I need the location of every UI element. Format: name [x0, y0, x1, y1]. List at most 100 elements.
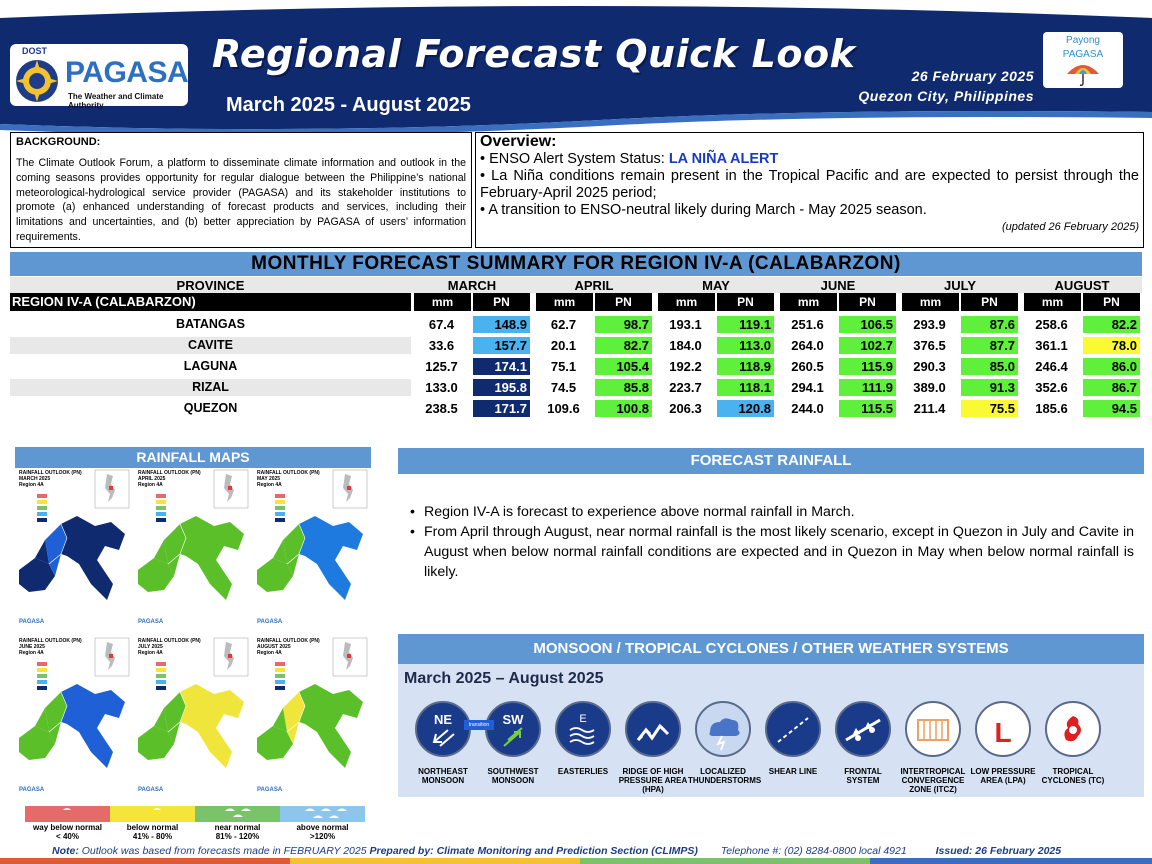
dost-label: DOST [22, 46, 48, 56]
month-header-1: APRIL [574, 278, 614, 293]
rainfall-pn-cell: 118.1 [717, 379, 774, 396]
rainfall-mm-cell: 361.1 [1035, 338, 1068, 353]
rainfall-mm-cell: 125.7 [425, 359, 458, 374]
weather-system-4: LOCALIZED THUNDERSTORMS [688, 700, 761, 785]
pn-header-1: PN [595, 293, 652, 311]
rainfall-pn-cell: 78.0 [1083, 337, 1140, 354]
weather-system-label: SOUTHWEST MONSOON [487, 767, 539, 785]
rainfall-pn-cell: 82.2 [1083, 316, 1140, 333]
pn-header-3: PN [839, 293, 896, 311]
footer-color-bar [0, 858, 1152, 864]
map-title: RAINFALL OUTLOOK (PN) JUNE 2025 Region 4A [19, 638, 82, 656]
map-region: Region 4A [138, 482, 163, 488]
rainfall-mm-cell: 251.6 [791, 317, 824, 332]
mm-header-1: mm [536, 293, 593, 311]
month-header-2: MAY [702, 278, 730, 293]
rainfall-mm-cell: 238.5 [425, 401, 458, 416]
rainfall-pn-cell: 75.5 [961, 400, 1018, 417]
map-month: MAY 2025 [257, 476, 281, 482]
map-region: Region 4A [138, 650, 163, 656]
svg-text:L: L [994, 717, 1011, 748]
map-month: MARCH 2025 [19, 476, 51, 482]
weather-system-0: NE NORTHEAST MONSOON [408, 700, 478, 785]
forecast-period: March 2025 - August 2025 [226, 94, 471, 116]
weather-system-label: LOW PRESSURE AREA (LPA) [970, 767, 1036, 785]
forecast-rainfall-title: FORECAST RAINFALL [398, 448, 1144, 474]
map-title: RAINFALL OUTLOOK (PN) [257, 470, 320, 476]
shear-line-icon [765, 701, 821, 757]
background-text: The Climate Outlook Forum, a platform to… [16, 157, 466, 243]
weather-system-label: NORTHEAST MONSOON [418, 767, 468, 785]
table-month-header-row [10, 277, 1142, 293]
footer-note-label: Note: [52, 845, 79, 857]
issue-info: 26 February 2025 Quezon City, Philippine… [858, 66, 1034, 106]
enso-status-line: • ENSO Alert System Status: LA NIÑA ALER… [480, 151, 779, 167]
transition-arrow: transition [464, 720, 494, 730]
legend-range: 81% - 120% [215, 832, 260, 841]
rainfall-pn-cell: 85.8 [595, 379, 652, 396]
rainfall-mm-cell: 264.0 [791, 338, 824, 353]
weather-system-7: INTERTROPICAL CONVERGENCE ZONE (ITCZ) [898, 700, 968, 794]
footer-note-text: Outlook was based from forecasts made in… [78, 845, 370, 857]
map-region: Region 4A [257, 650, 282, 656]
map-title: RAINFALL OUTLOOK (PN) [19, 470, 82, 476]
legend-label: near normal [214, 823, 261, 832]
calabarzon-map: PAGASA [137, 637, 249, 794]
table-row-shade [10, 379, 411, 396]
pagasa-seal-icon [16, 60, 58, 102]
pagasa-logo: DOST PAGASA The Weather and Climate Auth… [10, 44, 189, 110]
rainfall-pn-cell: 111.9 [839, 379, 896, 396]
rainfall-mm-cell: 33.6 [428, 338, 455, 353]
issue-date: 26 February 2025 [911, 68, 1034, 84]
map-title: RAINFALL OUTLOOK (PN) [138, 638, 201, 644]
map-region: Region 4A [19, 650, 44, 656]
calabarzon-map: PAGASA [18, 469, 130, 626]
calabarzon-map: PAGASA [18, 637, 130, 794]
footer-telephone: Telephone #: (02) 8284-0800 local 4921 [720, 845, 907, 857]
rainfall-mm-cell: 193.1 [669, 317, 702, 332]
rainfall-pn-cell: 87.6 [961, 316, 1018, 333]
overview-line2: La Niña conditions remain present in the… [480, 168, 1139, 201]
payong-line1: Payong [1066, 35, 1100, 46]
map-month: APRIL 2025 [138, 476, 166, 482]
svg-text:PAGASA: PAGASA [257, 787, 283, 793]
province-header: PROVINCE [176, 278, 245, 293]
month-header-5: AUGUST [1054, 278, 1110, 293]
rainfall-mm-cell: 294.1 [791, 380, 824, 395]
weather-systems-title: MONSOON / TROPICAL CYCLONES / OTHER WEAT… [398, 634, 1144, 664]
legend-range: 41% - 80% [132, 832, 173, 841]
issue-location: Quezon City, Philippines [858, 88, 1034, 104]
rainfall-mm-cell: 20.1 [550, 338, 577, 353]
province-name: CAVITE [188, 338, 233, 352]
map-title: RAINFALL OUTLOOK (PN) APRIL 2025 Region 4A [138, 470, 201, 488]
map-title: RAINFALL OUTLOOK (PN) [138, 470, 201, 476]
rainfall-pn-cell: 82.7 [595, 337, 652, 354]
calabarzon-map: PAGASA [256, 469, 368, 626]
month-header-4: JULY [943, 278, 977, 293]
legend-label: above normal [296, 823, 349, 832]
map-title: RAINFALL OUTLOOK (PN) [19, 638, 82, 644]
weather-system-9: TROPICAL CYCLONES (TC) [1038, 700, 1108, 785]
forecast-bullet-2: From April through August, near normal r… [408, 522, 1134, 582]
svg-text:PAGASA: PAGASA [138, 619, 164, 625]
map-title: RAINFALL OUTLOOK (PN) MAY 2025 Region 4A [257, 470, 320, 488]
rainfall-legend [25, 806, 365, 822]
rainfall-pn-cell: 100.8 [595, 400, 652, 417]
rainfall-pn-cell: 91.3 [961, 379, 1018, 396]
itcz-icon [905, 701, 961, 757]
rainfall-mm-cell: 184.0 [669, 338, 702, 353]
rainfall-pn-cell: 86.0 [1083, 358, 1140, 375]
legend-label: way below normal [33, 823, 102, 832]
footer-prepared: Prepared by: Climate Monitoring and Pred… [369, 845, 698, 857]
rainfall-mm-cell: 223.7 [669, 380, 702, 395]
weather-systems-panel: March 2025 – August 2025 NE NORTHEAST MON… [398, 664, 1144, 797]
background-section: BACKGROUND: The Climate Outlook Forum, a… [10, 132, 472, 248]
province-name: RIZAL [192, 380, 229, 394]
rainfall-mm-cell: 211.4 [913, 401, 946, 416]
table-title: MONTHLY FORECAST SUMMARY FOR REGION IV-A… [10, 252, 1142, 276]
overview-title: Overview: [480, 133, 557, 150]
rainfall-mm-cell: 74.5 [550, 380, 577, 395]
rainfall-mm-cell: 62.7 [550, 317, 577, 332]
rainfall-mm-cell: 109.6 [547, 401, 580, 416]
rainfall-map-3: RAINFALL OUTLOOK (PN) JUNE 2025 Region 4A … [15, 636, 133, 801]
